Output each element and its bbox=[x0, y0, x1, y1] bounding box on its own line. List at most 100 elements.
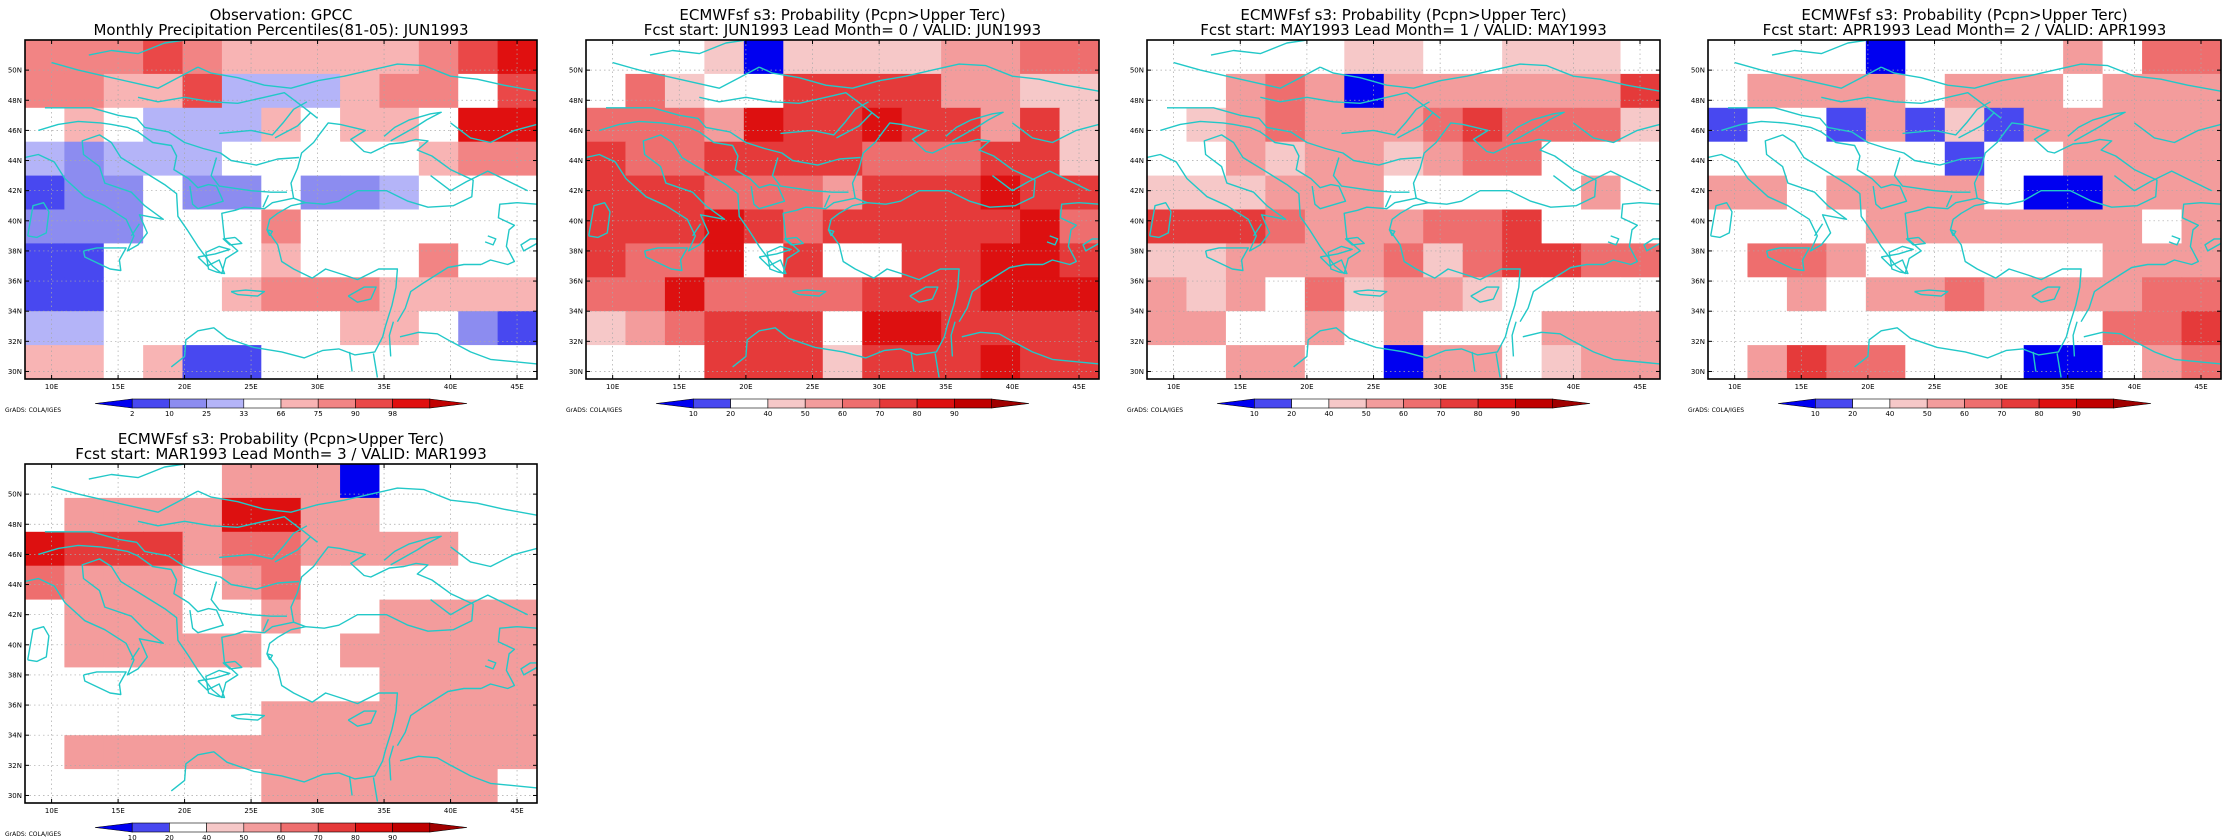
y-tick-label: 48N bbox=[1691, 97, 1705, 105]
grid-cell bbox=[379, 209, 420, 244]
coastline bbox=[1160, 120, 1347, 210]
grid-cell bbox=[941, 175, 982, 211]
grid-cell bbox=[2142, 277, 2183, 312]
grid-cell bbox=[2023, 243, 2064, 278]
grid-cell bbox=[586, 107, 627, 143]
grid-cell bbox=[1265, 277, 1306, 312]
y-tick-label: 30N bbox=[8, 368, 22, 376]
grid-cell bbox=[261, 769, 302, 803]
grid-cell bbox=[980, 175, 1021, 211]
grid-cell bbox=[221, 735, 262, 770]
grads-credit: GrADS: COLA/IGES bbox=[5, 407, 61, 414]
grid-cell bbox=[822, 277, 863, 312]
grid-cell bbox=[1020, 40, 1061, 75]
colorbar-label: 10 bbox=[165, 410, 174, 418]
coastline bbox=[1721, 120, 1908, 210]
coastline bbox=[25, 558, 399, 792]
y-tick-label: 50N bbox=[1691, 67, 1705, 75]
grid-cell bbox=[1984, 175, 2025, 211]
grid-cell bbox=[1747, 311, 1788, 346]
grid-cell bbox=[221, 40, 262, 75]
grid-cell bbox=[901, 73, 942, 109]
panel-title-line2: Monthly Precipitation Percentiles(81-05)… bbox=[93, 21, 468, 39]
grid-cell bbox=[418, 345, 459, 379]
coastline bbox=[2220, 151, 2221, 155]
coastline bbox=[692, 223, 702, 237]
grid-cell bbox=[300, 277, 341, 312]
grid-cell bbox=[1747, 209, 1788, 244]
grid-cell bbox=[1265, 311, 1306, 346]
coastline bbox=[1046, 235, 1059, 246]
grid-cell bbox=[586, 141, 627, 177]
colorbar-label: 90 bbox=[1511, 410, 1520, 418]
y-tick-label: 32N bbox=[8, 338, 22, 346]
colorbar-label: 10 bbox=[128, 834, 137, 840]
grid-cell bbox=[1984, 141, 2025, 177]
x-tick-label: 20E bbox=[178, 383, 191, 391]
x-tick-label: 30E bbox=[1994, 383, 2007, 391]
colorbar-label: 90 bbox=[2072, 410, 2081, 418]
coastline bbox=[347, 286, 377, 303]
coastline bbox=[771, 157, 849, 193]
grid-cell bbox=[1581, 345, 1622, 379]
graticule bbox=[1147, 40, 1660, 379]
coastline bbox=[88, 40, 185, 56]
coastline bbox=[2168, 235, 2181, 246]
grid-cell bbox=[143, 73, 184, 109]
x-tick-label: 30E bbox=[311, 383, 324, 391]
grid-cell bbox=[221, 345, 262, 379]
grid-cell bbox=[261, 735, 302, 770]
colorbar: 10 20 40 50 60 70 80 90 bbox=[655, 398, 1030, 418]
grid-cell bbox=[418, 40, 459, 75]
y-tick-label: 44N bbox=[1130, 157, 1144, 165]
grid-cell bbox=[862, 345, 903, 379]
grid-cell bbox=[458, 107, 499, 143]
grid-cell bbox=[497, 735, 537, 770]
grid-cell bbox=[340, 464, 381, 499]
grid-cell bbox=[1462, 243, 1503, 278]
grid-cell bbox=[1541, 277, 1582, 312]
grid-cell bbox=[143, 277, 184, 312]
grid-cell bbox=[1905, 311, 1946, 346]
grid-cell bbox=[1581, 311, 1622, 346]
colorbar-label: 70 bbox=[875, 410, 884, 418]
coastline bbox=[88, 464, 185, 480]
coastline bbox=[1471, 351, 1476, 372]
grid-cell bbox=[64, 209, 105, 244]
grid-cell bbox=[2181, 277, 2221, 312]
x-tick-label: 25E bbox=[1367, 383, 1380, 391]
x-tick-label: 35E bbox=[377, 807, 390, 815]
coastline bbox=[197, 63, 537, 92]
shaded-grid bbox=[1147, 40, 1660, 379]
grid-cell bbox=[1147, 311, 1188, 346]
grid-cell bbox=[261, 464, 302, 499]
grid-cell bbox=[64, 599, 105, 635]
grid-cell bbox=[64, 633, 105, 668]
coastline bbox=[991, 170, 1091, 192]
y-tick-label: 32N bbox=[569, 338, 583, 346]
coastline bbox=[520, 238, 537, 252]
colorbar-segment bbox=[991, 398, 1030, 409]
grid-cell bbox=[941, 141, 982, 177]
grid-cell bbox=[497, 243, 537, 278]
grid-cell bbox=[1984, 311, 2025, 346]
coastline bbox=[2031, 286, 2061, 303]
colorbar-label: 20 bbox=[165, 834, 174, 840]
y-tick-label: 44N bbox=[8, 157, 22, 165]
grid-cell bbox=[25, 497, 65, 533]
grid-cell bbox=[625, 311, 666, 346]
grid-cell bbox=[586, 345, 627, 379]
coastline bbox=[934, 353, 940, 378]
grid-cell bbox=[458, 769, 499, 803]
grid-cell bbox=[941, 277, 982, 312]
grid-cell bbox=[1747, 243, 1788, 278]
grid-cell bbox=[2102, 243, 2143, 278]
colorbar-segment bbox=[355, 822, 393, 833]
grid-cell bbox=[1186, 141, 1227, 177]
coastline bbox=[1204, 247, 1249, 272]
grads-credit: GrADS: COLA/IGES bbox=[1688, 407, 1744, 414]
colorbar: 2 10 25 33 66 75 90 98 bbox=[94, 398, 468, 418]
grid-cell bbox=[1020, 175, 1061, 211]
colorbar-label: 40 bbox=[202, 834, 211, 840]
x-tick-label: 25E bbox=[1928, 383, 1941, 391]
